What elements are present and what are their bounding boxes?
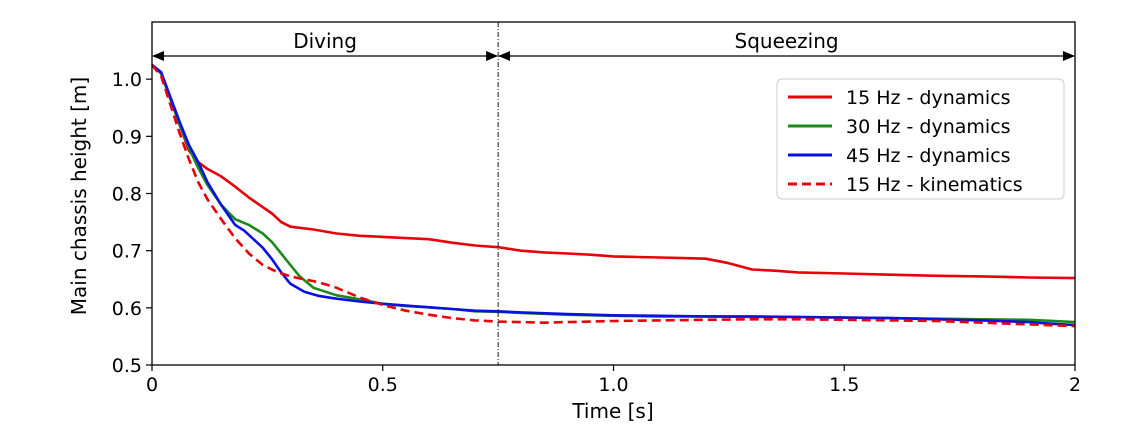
x-tick-label: 1.5 <box>829 374 859 396</box>
y-tick-label: 0.7 <box>112 241 142 263</box>
x-tick-label: 2 <box>1069 374 1081 396</box>
legend-label-0: 15 Hz - dynamics <box>846 87 1011 109</box>
x-tick-label: 0.5 <box>368 374 398 396</box>
x-axis-label: Time [s] <box>571 399 653 423</box>
phase-label-0: Diving <box>293 29 357 53</box>
phase-label-1: Squeezing <box>735 29 839 53</box>
legend-box <box>776 78 1065 200</box>
phase-annotations: Diving Squeezing <box>152 22 1075 365</box>
legend-label-3: 15 Hz - kinematics <box>846 174 1023 196</box>
series-line-0 <box>151 63 1076 280</box>
y-tick-label: 0.5 <box>112 355 142 377</box>
y-tick-label: 0.8 <box>112 184 142 206</box>
legend: 15 Hz - dynamics 30 Hz - dynamics 45 Hz - … <box>776 78 1065 200</box>
y-tick-label: 0.9 <box>112 126 142 148</box>
legend-label-2: 45 Hz - dynamics <box>846 145 1011 167</box>
y-tick-label: 1.0 <box>112 69 142 91</box>
x-tick-label: 0 <box>146 374 158 396</box>
series-line-3 <box>150 64 1076 328</box>
x-tick-label: 1.0 <box>598 374 628 396</box>
series-lines-layer <box>150 63 1076 328</box>
legend-label-1: 30 Hz - dynamics <box>846 116 1011 138</box>
y-tick-label: 0.6 <box>112 298 142 320</box>
series-line-2 <box>151 63 1076 327</box>
y-axis-label: Main chassis height [m] <box>67 77 91 315</box>
axis-ticks: 0 0.5 1.0 1.5 20.50.60.70.80.91.0 <box>112 69 1081 396</box>
